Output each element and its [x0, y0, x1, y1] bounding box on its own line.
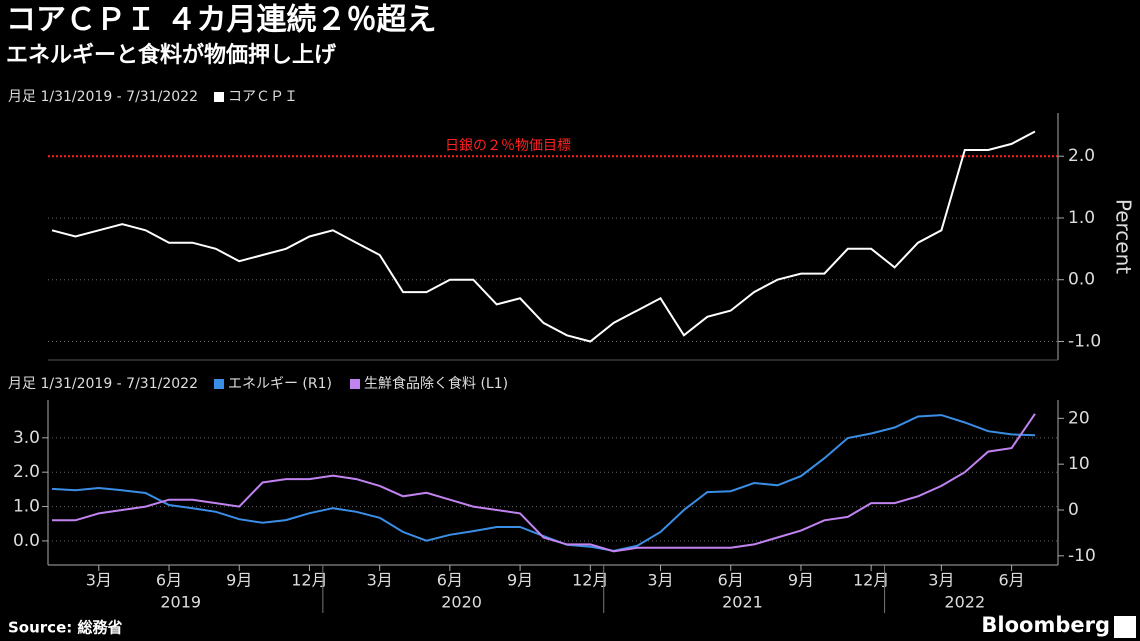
x-tick-label: 6月 — [156, 571, 182, 590]
y2-tick-label: 2.0 — [1068, 146, 1095, 166]
brand-icon — [1114, 616, 1136, 638]
x-tick-label: 3月 — [928, 571, 954, 590]
y2-tick-label: -1.0 — [1068, 331, 1101, 351]
year-label: 2022 — [944, 593, 985, 612]
brand: Bloomberg — [981, 613, 1110, 637]
y-axis-label: Percent — [1112, 199, 1136, 274]
title: コアＣＰＩ ４カ月連続２％超え — [6, 3, 436, 38]
year-label: 2019 — [160, 593, 201, 612]
subtitle: エネルギーと食料が物価押し上げ — [6, 42, 337, 68]
legend-swatch — [350, 379, 360, 389]
series-line — [52, 413, 1036, 553]
legend-swatch — [213, 92, 224, 102]
y-tick-label: 2.0 — [13, 462, 40, 482]
range-label: 月足 1/31/2019 - 7/31/2022 — [8, 89, 198, 105]
x-tick-label: 3月 — [647, 571, 673, 590]
x-tick-label: 12月 — [572, 571, 608, 590]
range-label: 月足 1/31/2019 - 7/31/2022 — [8, 376, 198, 392]
x-tick-label: 9月 — [226, 571, 252, 590]
y2-tick-label: 0.0 — [1068, 270, 1095, 290]
series-line — [51, 414, 1036, 552]
x-tick-label: 12月 — [291, 571, 327, 590]
y-tick-label: 1.0 — [13, 497, 40, 517]
source: Source: 総務省 — [8, 619, 122, 637]
x-tick-label: 6月 — [437, 571, 463, 590]
x-tick-label: 3月 — [86, 571, 112, 590]
x-tick-label: 6月 — [718, 571, 744, 590]
y2-tick-label: 10 — [1068, 454, 1090, 474]
year-label: 2021 — [722, 593, 763, 612]
x-tick-label: 6月 — [999, 571, 1025, 590]
legend-label: 生鮮食品除く食料 (L1) — [364, 375, 508, 392]
y2-tick-label: 20 — [1068, 408, 1090, 428]
series-line — [51, 130, 1036, 343]
y-tick-label: 0.0 — [13, 531, 40, 551]
y-tick-label: 3.0 — [13, 428, 40, 448]
legend-swatch — [213, 379, 224, 389]
y2-tick-label: 1.0 — [1068, 208, 1095, 228]
x-tick-label: 9月 — [507, 571, 533, 590]
legend-label: エネルギー (R1) — [228, 376, 332, 392]
y2-tick-label: -10 — [1068, 546, 1096, 566]
x-tick-label: 12月 — [853, 571, 889, 590]
x-tick-label: 9月 — [788, 571, 814, 590]
y2-tick-label: 0 — [1068, 500, 1079, 520]
year-label: 2020 — [441, 593, 482, 612]
target-label: 日銀の２％物価目標 — [445, 138, 571, 154]
legend-label: コアＣＰＩ — [228, 89, 298, 105]
x-tick-label: 3月 — [367, 571, 393, 590]
